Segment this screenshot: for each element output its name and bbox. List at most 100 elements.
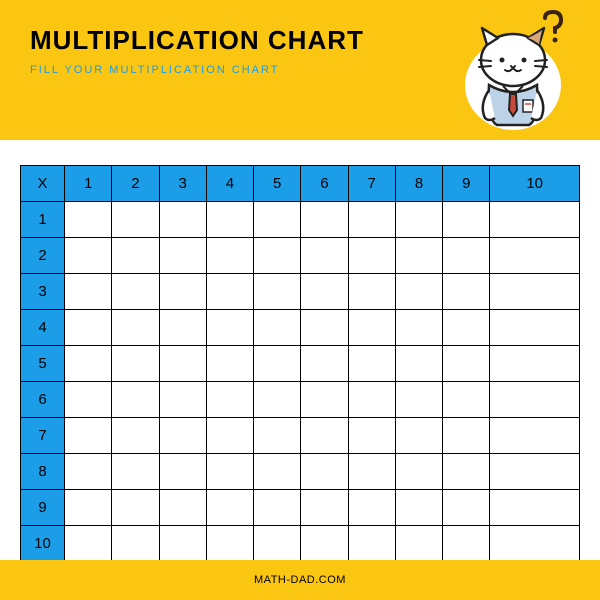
table-cell[interactable]	[443, 454, 490, 490]
table-cell[interactable]	[206, 274, 253, 310]
table-cell[interactable]	[301, 526, 348, 562]
table-cell[interactable]	[301, 382, 348, 418]
table-cell[interactable]	[112, 346, 159, 382]
table-cell[interactable]	[301, 310, 348, 346]
table-cell[interactable]	[490, 418, 580, 454]
table-cell[interactable]	[443, 346, 490, 382]
table-cell[interactable]	[112, 238, 159, 274]
table-cell[interactable]	[112, 490, 159, 526]
table-cell[interactable]	[301, 202, 348, 238]
table-cell[interactable]	[490, 310, 580, 346]
table-cell[interactable]	[301, 418, 348, 454]
table-cell[interactable]	[301, 490, 348, 526]
table-cell[interactable]	[490, 346, 580, 382]
table-cell[interactable]	[348, 202, 395, 238]
table-cell[interactable]	[443, 238, 490, 274]
table-cell[interactable]	[65, 274, 112, 310]
table-cell[interactable]	[206, 490, 253, 526]
table-cell[interactable]	[443, 274, 490, 310]
table-cell[interactable]	[206, 238, 253, 274]
table-cell[interactable]	[65, 202, 112, 238]
table-cell[interactable]	[65, 454, 112, 490]
table-cell[interactable]	[443, 310, 490, 346]
table-cell[interactable]	[395, 382, 442, 418]
table-cell[interactable]	[206, 382, 253, 418]
table-cell[interactable]	[65, 346, 112, 382]
table-cell[interactable]	[206, 346, 253, 382]
table-cell[interactable]	[348, 238, 395, 274]
table-cell[interactable]	[348, 274, 395, 310]
table-cell[interactable]	[206, 310, 253, 346]
table-cell[interactable]	[112, 382, 159, 418]
table-cell[interactable]	[112, 310, 159, 346]
table-cell[interactable]	[65, 382, 112, 418]
table-cell[interactable]	[254, 274, 301, 310]
table-cell[interactable]	[443, 418, 490, 454]
table-cell[interactable]	[65, 490, 112, 526]
table-cell[interactable]	[490, 490, 580, 526]
table-cell[interactable]	[490, 202, 580, 238]
table-cell[interactable]	[159, 526, 206, 562]
table-cell[interactable]	[112, 454, 159, 490]
table-cell[interactable]	[301, 238, 348, 274]
table-cell[interactable]	[443, 526, 490, 562]
table-cell[interactable]	[348, 310, 395, 346]
table-cell[interactable]	[348, 526, 395, 562]
table-cell[interactable]	[395, 526, 442, 562]
table-cell[interactable]	[254, 490, 301, 526]
table-cell[interactable]	[443, 490, 490, 526]
table-cell[interactable]	[65, 238, 112, 274]
table-cell[interactable]	[443, 382, 490, 418]
table-cell[interactable]	[65, 418, 112, 454]
table-cell[interactable]	[159, 274, 206, 310]
table-cell[interactable]	[348, 346, 395, 382]
table-cell[interactable]	[254, 346, 301, 382]
table-cell[interactable]	[65, 526, 112, 562]
table-cell[interactable]	[112, 418, 159, 454]
table-cell[interactable]	[159, 346, 206, 382]
table-cell[interactable]	[443, 202, 490, 238]
table-cell[interactable]	[159, 202, 206, 238]
table-cell[interactable]	[395, 310, 442, 346]
table-cell[interactable]	[395, 274, 442, 310]
table-cell[interactable]	[159, 454, 206, 490]
table-cell[interactable]	[159, 418, 206, 454]
table-cell[interactable]	[395, 238, 442, 274]
table-cell[interactable]	[348, 454, 395, 490]
table-cell[interactable]	[490, 274, 580, 310]
table-cell[interactable]	[254, 238, 301, 274]
table-cell[interactable]	[395, 454, 442, 490]
table-cell[interactable]	[112, 526, 159, 562]
table-cell[interactable]	[159, 238, 206, 274]
table-cell[interactable]	[490, 238, 580, 274]
table-cell[interactable]	[254, 202, 301, 238]
table-cell[interactable]	[395, 490, 442, 526]
table-cell[interactable]	[206, 418, 253, 454]
table-cell[interactable]	[348, 490, 395, 526]
table-cell[interactable]	[395, 202, 442, 238]
table-cell[interactable]	[490, 382, 580, 418]
table-cell[interactable]	[206, 454, 253, 490]
table-cell[interactable]	[395, 418, 442, 454]
table-cell[interactable]	[112, 274, 159, 310]
table-cell[interactable]	[159, 310, 206, 346]
table-cell[interactable]	[112, 202, 159, 238]
table-cell[interactable]	[301, 346, 348, 382]
table-cell[interactable]	[159, 490, 206, 526]
table-cell[interactable]	[348, 382, 395, 418]
table-cell[interactable]	[301, 454, 348, 490]
table-cell[interactable]	[490, 454, 580, 490]
table-cell[interactable]	[65, 310, 112, 346]
table-cell[interactable]	[301, 274, 348, 310]
table-cell[interactable]	[254, 382, 301, 418]
table-cell[interactable]	[254, 526, 301, 562]
table-cell[interactable]	[206, 202, 253, 238]
table-cell[interactable]	[159, 382, 206, 418]
table-cell[interactable]	[490, 526, 580, 562]
table-cell[interactable]	[254, 310, 301, 346]
table-cell[interactable]	[254, 454, 301, 490]
table-cell[interactable]	[206, 526, 253, 562]
table-cell[interactable]	[254, 418, 301, 454]
table-cell[interactable]	[348, 418, 395, 454]
table-cell[interactable]	[395, 346, 442, 382]
